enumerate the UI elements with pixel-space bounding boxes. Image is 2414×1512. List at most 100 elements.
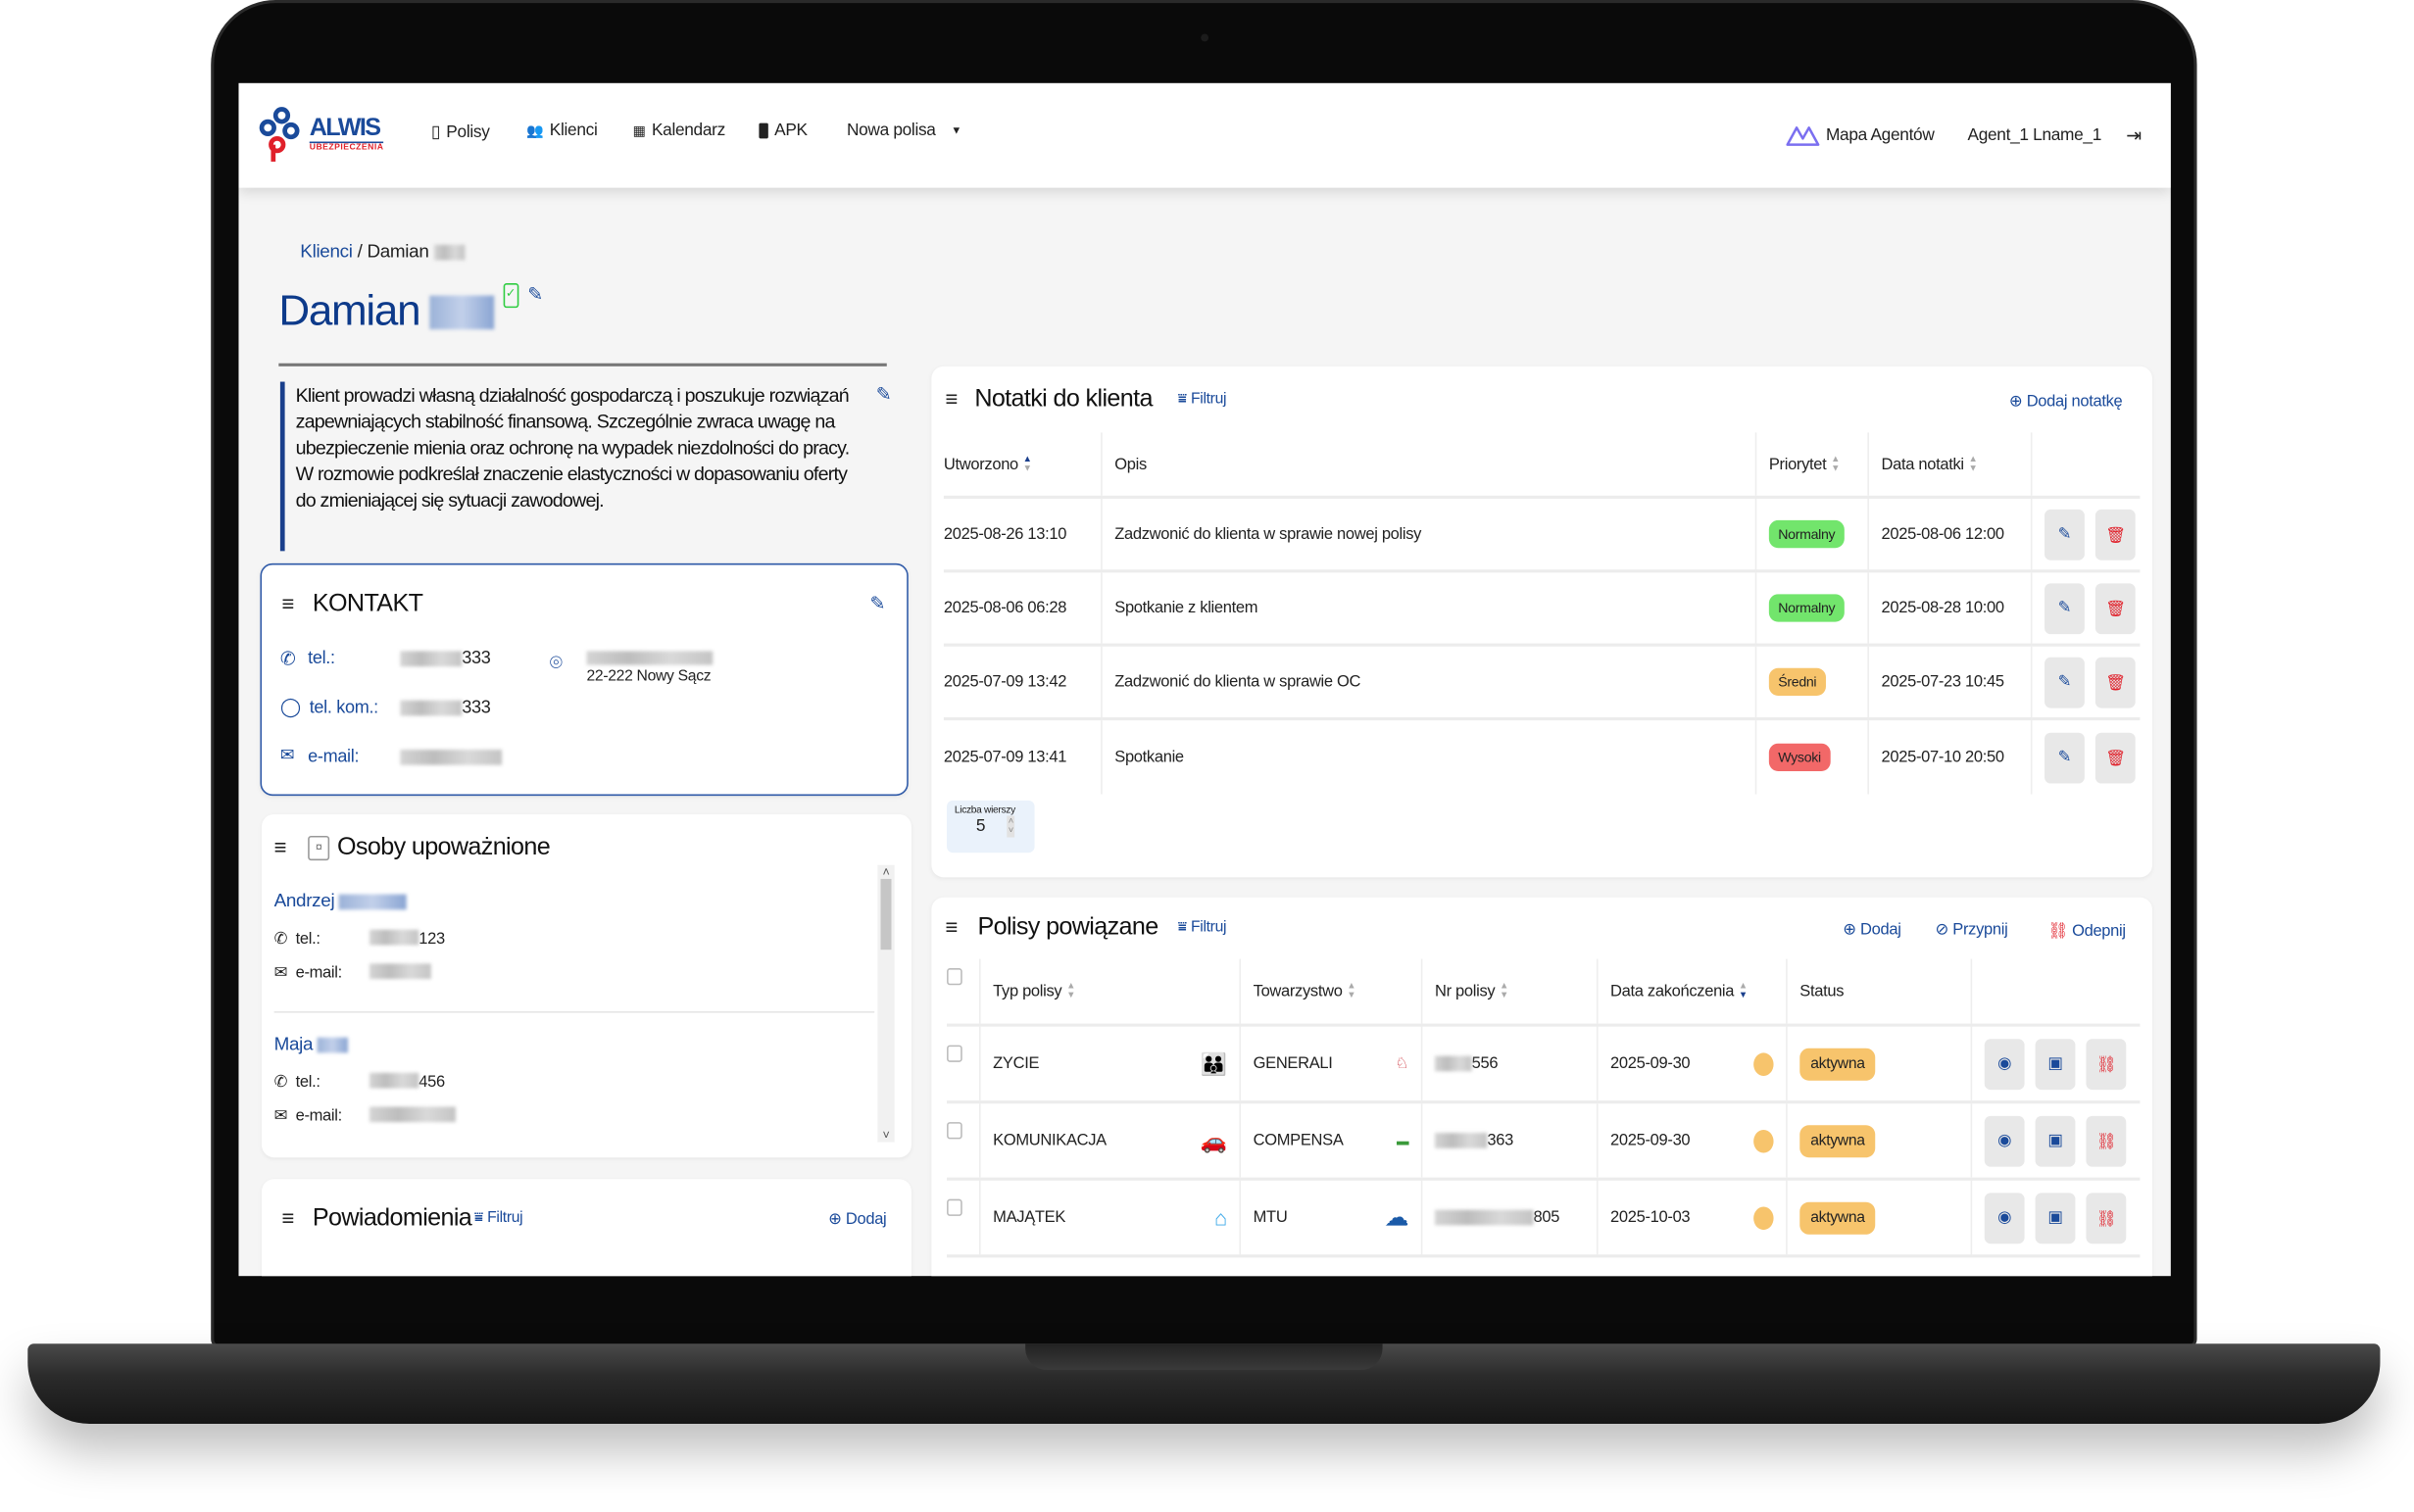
drag-handle-icon[interactable]: ≡ [281,591,294,616]
add-note-button[interactable]: ⊕ Dodaj notatkę [2009,393,2123,412]
add-label: Dodaj notatkę [2026,392,2123,412]
scrollbar-thumb[interactable] [880,878,892,951]
policy-actions: ◉ ▣ ⛓ [1970,1103,2141,1178]
policy-document-button[interactable]: ▣ [2035,1192,2076,1244]
note-date: 2025-07-23 10:45 [1867,646,2031,717]
filter-icon: ⩸ [473,1209,484,1227]
user-menu[interactable]: Agent_1 Lname_1 [1967,126,2101,145]
row-checkbox[interactable] [947,1045,962,1062]
nav-label: Mapa Agentów [1825,125,1935,145]
note-actions: ✎ 🗑 [2030,572,2141,644]
nav-polisy[interactable]: ▯ Polisy [431,122,490,142]
document-icon: ▣ [2047,1131,2063,1150]
unlink-icon: ⛓ [2095,1208,2117,1228]
drag-handle-icon[interactable]: ≡ [273,834,287,859]
policy-document-button[interactable]: ▣ [2035,1115,2076,1166]
sort-icon: ▲ ▼ [1968,455,1978,474]
sort-date-header[interactable]: Data notatki ▲ ▼ [1867,432,2031,496]
edit-note-button[interactable]: ✎ [2045,656,2085,707]
trash-icon: 🗑 [2104,673,2126,693]
view-policy-button[interactable]: ◉ [1984,1192,2025,1244]
scrollbar[interactable]: ˄ ˅ [877,864,895,1143]
sort-created-header[interactable]: Utworzono ▲ ▼ [944,432,1101,495]
laptop-notch [1025,1343,1383,1371]
notifications-title: Powiadomienia [312,1204,472,1232]
nav-kalendarz[interactable]: ▦ Kalendarz [632,122,726,140]
nav-klienci[interactable]: 👥 Klienci [526,122,598,140]
drag-handle-icon[interactable]: ≡ [945,386,959,412]
unlink-policy-button[interactable]: ⛓ [2086,1115,2127,1166]
edit-description-icon[interactable]: ✎ [875,383,892,406]
edit-contact-icon[interactable]: ✎ [869,592,886,614]
rows-per-page-stepper[interactable]: Liczba wierszy 5 ˄ ˅ [947,800,1035,854]
row-checkbox[interactable] [947,1122,962,1140]
priority-badge: Wysoki [1768,743,1831,771]
company-name: GENERALI [1253,1053,1333,1073]
mobile-suffix: 333 [462,699,491,717]
person-name[interactable]: Andrzej [273,889,335,911]
priority-badge: Średni [1768,667,1826,697]
nav-nowa-polisa-dropdown[interactable]: Nowa polisa ▼ [847,122,961,140]
edit-client-icon[interactable]: ✎ [527,283,543,306]
authorized-persons-card: ≡ ¤ Osoby upoważnione Andrzej ✆ tel.: 123 … [262,813,911,1158]
unlink-policy-button[interactable]: ⛓ [2086,1192,2127,1244]
stepper-arrows-icon[interactable]: ˄ ˅ [1007,815,1015,838]
policy-document-button[interactable]: ▣ [2035,1038,2076,1090]
sort-priority-header[interactable]: Priorytet ▲ ▼ [1754,432,1868,496]
logo[interactable]: ALWIS UBEZPIECZENIA [257,105,384,164]
add-policy-button[interactable]: ⊕ Dodaj [1843,920,1901,939]
sort-type-header[interactable]: Typ polisy ▲ ▼ [979,958,1239,1024]
row-checkbox-cell [947,1103,979,1177]
policies-filter-button[interactable]: ⩸ Filtruj [1178,919,1227,936]
unlink-icon: ⛓ [2095,1132,2117,1151]
scroll-down-icon[interactable]: ˅ [882,1128,890,1143]
unpin-policy-button[interactable]: ⛓ Odepnij [2047,920,2126,941]
view-policy-button[interactable]: ◉ [1984,1115,2025,1166]
delete-note-button[interactable]: 🗑 [2094,509,2136,560]
sort-number-header[interactable]: Nr polisy ▲ ▼ [1420,958,1597,1024]
calendar-icon: ▦ [632,122,646,138]
pin-policy-button[interactable]: ⊘ Przypnij [1935,920,2007,939]
note-created: 2025-07-09 13:41 [943,748,1067,767]
filter-label: Filtruj [1190,918,1227,937]
nav-mapa-agentow[interactable]: Mapa Agentów [1786,124,1935,146]
rows-per-page-value[interactable]: 5 [975,817,986,836]
person-name[interactable]: Maja [273,1033,314,1054]
note-priority-cell: Normalny [1754,498,1868,570]
select-all-checkbox[interactable] [947,968,962,986]
sort-company-header[interactable]: Towarzystwo ▲ ▼ [1239,958,1420,1024]
row-checkbox[interactable] [947,1198,962,1216]
trash-icon: 🗑 [2104,749,2126,768]
policy-number-suffix: 556 [1471,1053,1499,1073]
filter-icon: ⩸ [1177,390,1188,409]
contact-card: ≡ KONTAKT ✎ ✆ tel.: 333 ◯ tel. kom.: 333… [260,562,909,797]
delete-note-button[interactable]: 🗑 [2094,582,2136,634]
sort-end-date-header[interactable]: Data zakończenia ▲ ▼ [1596,958,1786,1024]
delete-note-button[interactable]: 🗑 [2094,656,2136,707]
edit-note-button[interactable]: ✎ [2045,509,2085,560]
note-created: 2025-07-09 13:42 [943,672,1067,692]
mtu-logo: ☁ [1384,1204,1409,1232]
notes-filter-button[interactable]: ⩸ Filtruj [1178,391,1227,408]
notes-table-body: 2025-08-26 13:10 Zadzwonić do klienta w s… [943,498,2141,795]
family-icon: 👪 [1200,1050,1227,1076]
unlink-policy-button[interactable]: ⛓ [2086,1038,2127,1090]
edit-note-button[interactable]: ✎ [2045,731,2085,783]
delete-note-button[interactable]: 🗑 [2094,731,2136,783]
unlink-icon: ⛓ [2047,921,2068,941]
notifications-filter-button[interactable]: ⩸ Filtruj [474,1210,523,1227]
add-label: Dodaj [845,1209,887,1229]
drag-handle-icon[interactable]: ≡ [945,914,959,940]
scroll-up-icon[interactable]: ˄ [882,864,890,879]
paperclip-icon: ⊘ [1935,920,1949,940]
logout-icon[interactable]: ⇥ [2126,124,2142,147]
breadcrumb-clients-link[interactable]: Klienci [300,240,353,263]
sort-icon: ▲ ▼ [1738,982,1748,1001]
notifications-add-button[interactable]: ⊕ Dodaj [828,1209,887,1229]
person-item: Andrzej ✆ tel.: 123 ✉ e-mail: [274,890,875,982]
expiry-warning-dot [1753,1205,1774,1230]
nav-apk[interactable]: APK [759,122,808,140]
view-policy-button[interactable]: ◉ [1984,1038,2025,1090]
drag-handle-icon[interactable]: ≡ [281,1204,294,1231]
edit-note-button[interactable]: ✎ [2045,582,2085,634]
